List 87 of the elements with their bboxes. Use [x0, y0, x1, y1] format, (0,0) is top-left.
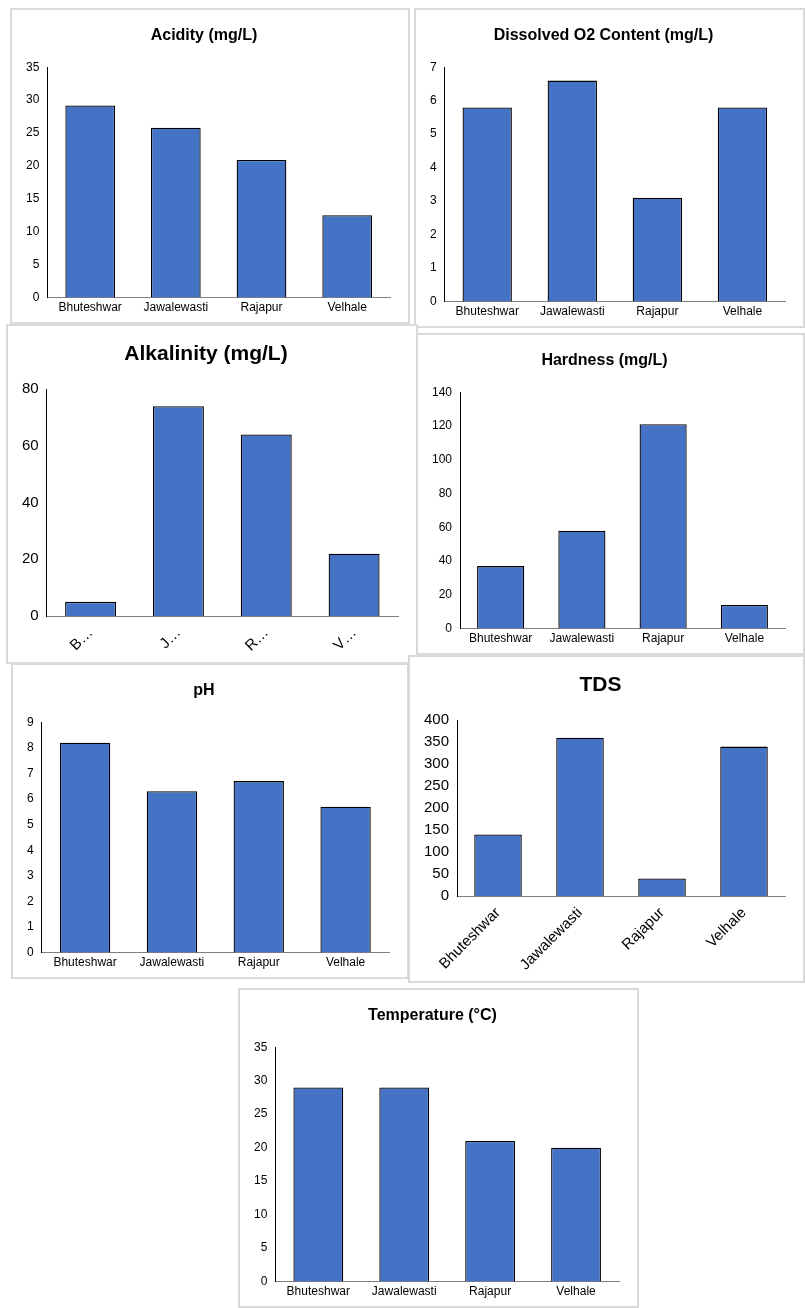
y-tick-label: 20: [22, 549, 39, 567]
chart-title: Alkalinity (mg/L): [124, 341, 288, 365]
x-tick-label: Rajapur: [240, 300, 283, 315]
y-tick-label: 5: [26, 816, 34, 831]
y-tick-label: 2: [26, 893, 34, 908]
y-tick-label: 50: [432, 864, 450, 882]
y-tick-label: 40: [22, 492, 39, 510]
chart-title: Temperature (°C): [368, 1006, 497, 1024]
y-tick-label: 350: [424, 732, 450, 750]
x-tick-label: Velhale: [556, 1284, 597, 1299]
y-tick-label: 15: [253, 1173, 268, 1188]
y-tick-label: 0: [32, 289, 40, 304]
x-tick-label: Rajapur: [237, 955, 280, 970]
y-tick-label: 0: [429, 293, 437, 308]
y-tick-label: 9: [26, 714, 34, 729]
y-tick-label: 0: [260, 1273, 268, 1288]
x-tick-label: Jawalewasti: [143, 300, 209, 315]
x-tick-label: Jawalewasti: [549, 631, 615, 646]
x-tick-label: Bhuteshwar: [286, 1284, 350, 1299]
y-tick-label: 3: [26, 868, 34, 883]
x-tick-label: Jawalewasti: [371, 1284, 437, 1299]
y-tick-label: 0: [440, 886, 450, 904]
y-tick-label: 15: [25, 191, 40, 206]
y-tick-label: 7: [26, 765, 34, 780]
x-tick-label: Rajapur: [642, 631, 685, 646]
y-tick-label: 6: [429, 93, 437, 107]
y-tick-label: 10: [25, 224, 40, 239]
x-tick-label: Bhuteshwar: [58, 300, 122, 315]
y-tick-label: 80: [22, 379, 39, 397]
chart-title: TDS: [579, 672, 622, 696]
y-tick-label: 140: [431, 384, 453, 399]
x-tick-label: J…: [155, 623, 184, 652]
y-tick-label: 4: [26, 842, 34, 857]
y-tick-label: 25: [25, 125, 40, 140]
y-tick-label: 0: [26, 944, 34, 959]
y-tick-label: 80: [438, 485, 453, 500]
y-tick-label: 10: [253, 1206, 268, 1221]
y-tick-label: 35: [253, 1039, 268, 1054]
y-tick-label: 5: [429, 126, 437, 141]
y-tick-label: 400: [424, 710, 450, 728]
y-tick-label: 60: [438, 519, 453, 534]
chart-title: Dissolved O2 Content (mg/L): [493, 26, 714, 44]
y-tick-label: 8: [26, 740, 34, 755]
y-tick-label: 35: [25, 59, 40, 74]
y-tick-label: 1: [26, 919, 34, 934]
y-tick-label: 30: [253, 1073, 268, 1087]
y-tick-label: 20: [253, 1139, 268, 1154]
y-tick-label: 5: [32, 257, 40, 271]
x-tick-label: Bhuteshwar: [468, 631, 533, 646]
x-tick-label: R…: [241, 623, 272, 654]
y-tick-label: 300: [424, 754, 450, 772]
y-tick-label: 25: [253, 1106, 268, 1121]
y-tick-label: 0: [445, 620, 453, 635]
y-tick-label: 60: [22, 436, 39, 454]
x-tick-label: Velhale: [724, 631, 765, 646]
x-tick-label: Rajapur: [636, 304, 679, 319]
y-tick-label: 3: [429, 193, 437, 208]
x-tick-label: Velhale: [722, 304, 763, 319]
y-tick-label: 4: [429, 159, 437, 174]
x-tick-label: Bhuteshwar: [53, 955, 117, 970]
y-tick-label: 40: [438, 553, 453, 568]
x-tick-label: V…: [329, 623, 360, 654]
x-tick-label: Bhuteshwar: [455, 304, 519, 319]
y-tick-label: 5: [260, 1240, 268, 1255]
y-tick-label: 100: [424, 842, 450, 860]
y-tick-label: 20: [438, 587, 453, 602]
y-tick-label: 20: [25, 158, 40, 173]
y-tick-label: 120: [431, 418, 453, 433]
y-tick-label: 6: [26, 791, 34, 806]
chart-title: pH: [193, 681, 215, 699]
y-tick-label: 0: [30, 606, 39, 624]
x-tick-label: Velhale: [325, 955, 366, 970]
x-tick-label: Jawalewasti: [539, 304, 605, 319]
y-tick-label: 1: [429, 260, 437, 275]
x-tick-label: Velhale: [327, 300, 368, 315]
x-tick-label: Jawalewasti: [139, 955, 205, 970]
y-tick-label: 2: [429, 226, 437, 241]
chart-title: Hardness (mg/L): [541, 351, 668, 369]
y-tick-label: 250: [424, 776, 450, 794]
y-tick-label: 7: [429, 59, 437, 74]
y-tick-label: 150: [424, 820, 450, 838]
y-tick-label: 200: [424, 798, 450, 816]
y-tick-label: 30: [25, 92, 40, 107]
x-tick-label: Rajapur: [469, 1284, 512, 1299]
y-tick-label: 100: [431, 452, 453, 467]
x-tick-label: B…: [65, 623, 96, 654]
chart-title: Acidity (mg/L): [150, 26, 258, 44]
